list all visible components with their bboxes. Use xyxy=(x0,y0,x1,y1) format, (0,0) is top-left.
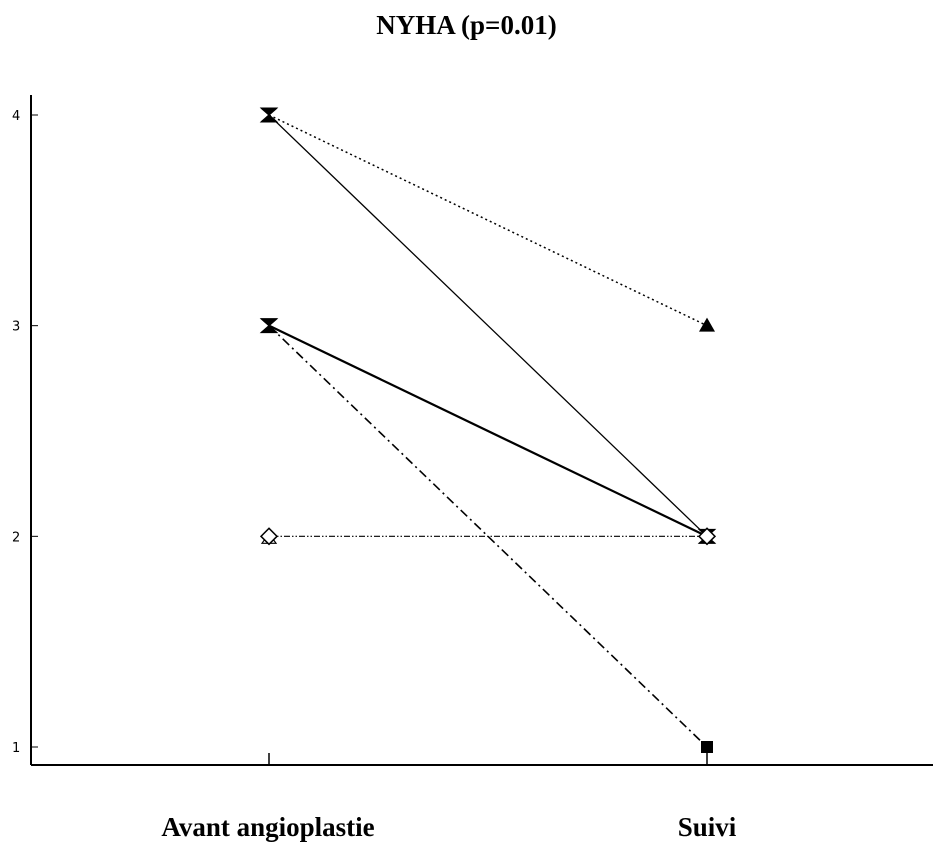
start-marker-0-x xyxy=(260,107,278,123)
y-tick-label-3: 3 xyxy=(12,320,20,335)
series-line-0 xyxy=(268,114,708,327)
y-tick-label-1: 1 xyxy=(12,741,20,756)
x-label-avant: Avant angioplastie xyxy=(161,812,375,842)
series-line-2 xyxy=(268,324,708,538)
chart-title: NYHA (p=0.01) xyxy=(376,10,557,40)
end-marker-0 xyxy=(699,317,715,332)
start-marker-2 xyxy=(259,527,279,546)
y-tick-label-4: 4 xyxy=(12,109,20,124)
start-marker-1-x xyxy=(260,318,278,334)
series-line-3 xyxy=(268,325,708,748)
end-marker-3 xyxy=(701,741,713,753)
x-label-suivi: Suivi xyxy=(677,812,737,842)
end-marker-4 xyxy=(697,527,717,546)
y-tick-label-2: 2 xyxy=(12,530,20,545)
series-line-1 xyxy=(268,114,708,537)
